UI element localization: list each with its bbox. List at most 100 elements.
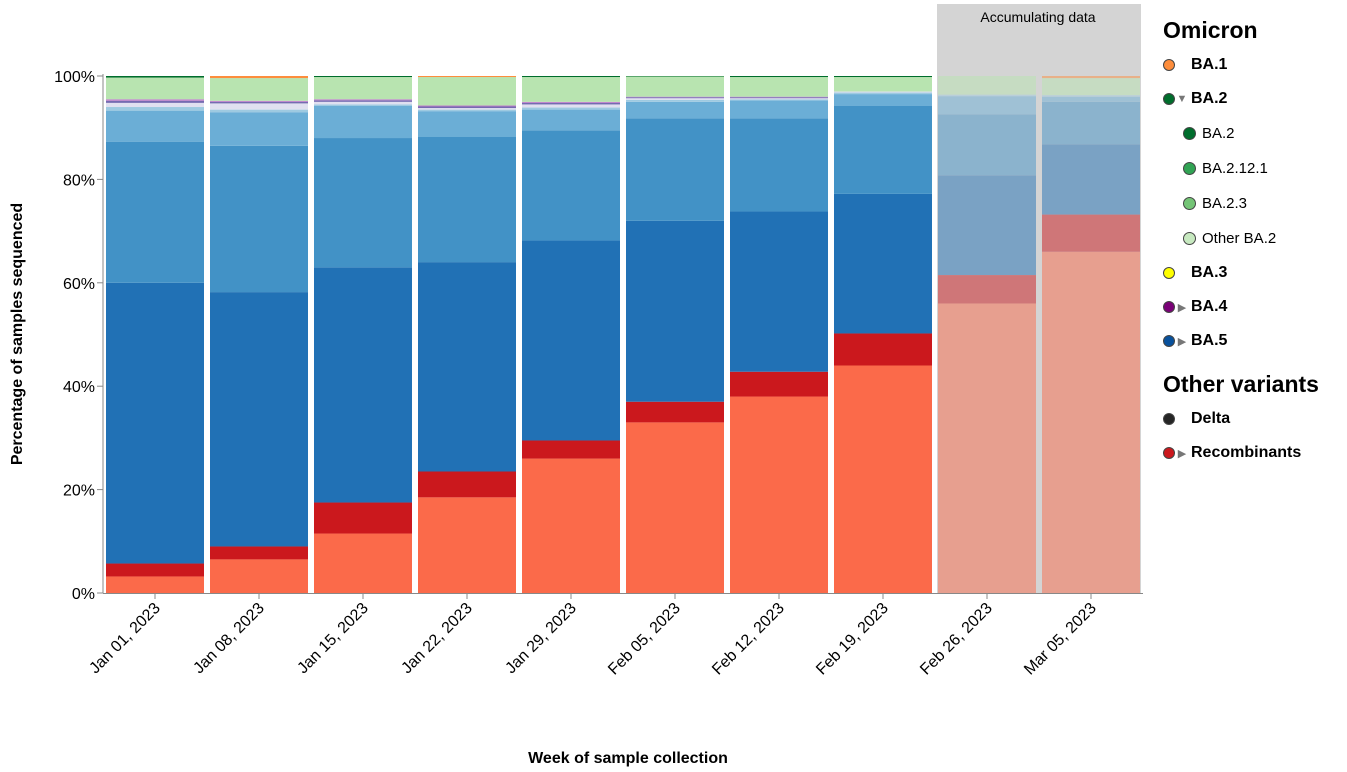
bar-segment[interactable] (210, 101, 308, 104)
bar-segment[interactable] (314, 105, 412, 139)
bar-segment[interactable] (418, 109, 516, 112)
bar-segment[interactable] (210, 109, 308, 113)
legend-item-other-ba-2[interactable]: Other BA.2 (1163, 221, 1347, 256)
bar-segment[interactable] (314, 100, 412, 102)
bar-segment[interactable] (730, 371, 828, 397)
bar-segment[interactable] (626, 401, 724, 423)
bar-segment[interactable] (210, 112, 308, 146)
bar-segment[interactable] (626, 118, 724, 221)
bar-segment[interactable] (314, 99, 412, 101)
bar-segment[interactable] (730, 76, 828, 78)
bar-segment[interactable] (626, 101, 724, 119)
bar-segment[interactable] (522, 440, 620, 459)
bar-segment[interactable] (314, 533, 412, 593)
bar-segment[interactable] (210, 103, 308, 110)
bar-segment[interactable] (106, 141, 204, 283)
bar-segment[interactable] (730, 98, 828, 100)
bar-segment[interactable] (730, 77, 828, 97)
bar-segment[interactable] (106, 102, 204, 108)
bar-segment[interactable] (314, 76, 412, 78)
bar-stack[interactable] (210, 76, 308, 593)
bar-segment[interactable] (210, 145, 308, 293)
bar-segment[interactable] (418, 76, 516, 78)
bar-segment[interactable] (730, 396, 828, 593)
bar-segment[interactable] (626, 99, 724, 102)
bar-segment[interactable] (418, 111, 516, 138)
bar-segment[interactable] (834, 77, 932, 92)
bar-segment[interactable] (626, 96, 724, 98)
bar-segment[interactable] (522, 104, 620, 108)
bar-segment[interactable] (314, 502, 412, 534)
bar-stack[interactable] (106, 76, 204, 593)
expand-arrow-icon[interactable]: ▶ (1177, 301, 1187, 314)
legend-item-ba-5[interactable]: ▶ BA.5 (1163, 324, 1347, 358)
bar-segment[interactable] (314, 101, 412, 105)
bar-segment[interactable] (210, 78, 308, 101)
bar-segment[interactable] (522, 76, 620, 78)
bar-segment[interactable] (626, 220, 724, 402)
collapse-arrow-icon[interactable]: ▼ (1176, 93, 1188, 105)
bar-segment[interactable] (834, 193, 932, 334)
bar-segment[interactable] (522, 240, 620, 441)
bar-segment[interactable] (626, 422, 724, 593)
bar-segment[interactable] (106, 100, 204, 103)
bar-segment[interactable] (314, 138, 412, 268)
bar-segment[interactable] (210, 559, 308, 593)
bar-segment[interactable] (834, 105, 932, 194)
bar-segment[interactable] (626, 76, 724, 97)
bar-segment[interactable] (106, 576, 204, 593)
bar-segment[interactable] (418, 497, 516, 593)
bar-segment[interactable] (730, 97, 828, 99)
bar-segment[interactable] (522, 109, 620, 131)
bar-segment[interactable] (314, 77, 412, 100)
bar-stack[interactable] (418, 76, 516, 593)
bar-segment[interactable] (834, 333, 932, 366)
bar-segment[interactable] (314, 267, 412, 503)
expand-arrow-icon[interactable]: ▶ (1177, 335, 1187, 348)
bar-segment[interactable] (106, 107, 204, 111)
bar-stack[interactable] (626, 76, 724, 593)
bar-segment[interactable] (522, 458, 620, 593)
bar-stack[interactable] (314, 76, 412, 593)
bar-segment[interactable] (626, 98, 724, 100)
bar-segment[interactable] (210, 76, 308, 79)
bar-segment[interactable] (106, 563, 204, 577)
bar-stack[interactable] (834, 76, 932, 593)
bar-segment[interactable] (834, 365, 932, 593)
bar-stack[interactable] (730, 76, 828, 593)
bar-segment[interactable] (418, 106, 516, 109)
bar-segment[interactable] (210, 546, 308, 560)
legend-item-ba-1[interactable]: ▶BA.1 (1163, 48, 1347, 82)
bar-segment[interactable] (418, 108, 516, 110)
bar-segment[interactable] (106, 76, 204, 78)
bar-segment[interactable] (522, 107, 620, 110)
bar-segment[interactable] (730, 96, 828, 98)
bar-segment[interactable] (418, 105, 516, 107)
bar-segment[interactable] (730, 118, 828, 212)
bar-segment[interactable] (834, 92, 932, 95)
bar-segment[interactable] (418, 137, 516, 263)
bar-segment[interactable] (730, 211, 828, 372)
bar-segment[interactable] (522, 101, 620, 103)
legend-item-ba-2-12-1[interactable]: BA.2.12.1 (1163, 151, 1347, 186)
bar-segment[interactable] (522, 77, 620, 102)
bar-segment[interactable] (210, 292, 308, 547)
bar-segment[interactable] (730, 99, 828, 101)
bar-segment[interactable] (106, 282, 204, 564)
bar-segment[interactable] (106, 110, 204, 142)
bar-segment[interactable] (314, 104, 412, 106)
bar-segment[interactable] (418, 77, 516, 106)
bar-segment[interactable] (626, 76, 724, 77)
bar-segment[interactable] (418, 471, 516, 498)
legend-item-ba-2[interactable]: ▼ BA.2 (1163, 82, 1347, 116)
bar-segment[interactable] (106, 99, 204, 101)
bar-segment[interactable] (730, 100, 828, 119)
legend-item-ba-2[interactable]: BA.2 (1163, 116, 1347, 151)
legend-item-ba-3[interactable]: ▶BA.3 (1163, 256, 1347, 290)
bar-segment[interactable] (834, 91, 932, 93)
bar-segment[interactable] (522, 102, 620, 105)
bar-segment[interactable] (106, 77, 204, 100)
bar-segment[interactable] (626, 97, 724, 99)
bar-segment[interactable] (834, 76, 932, 78)
expand-arrow-icon[interactable]: ▶ (1177, 447, 1187, 460)
